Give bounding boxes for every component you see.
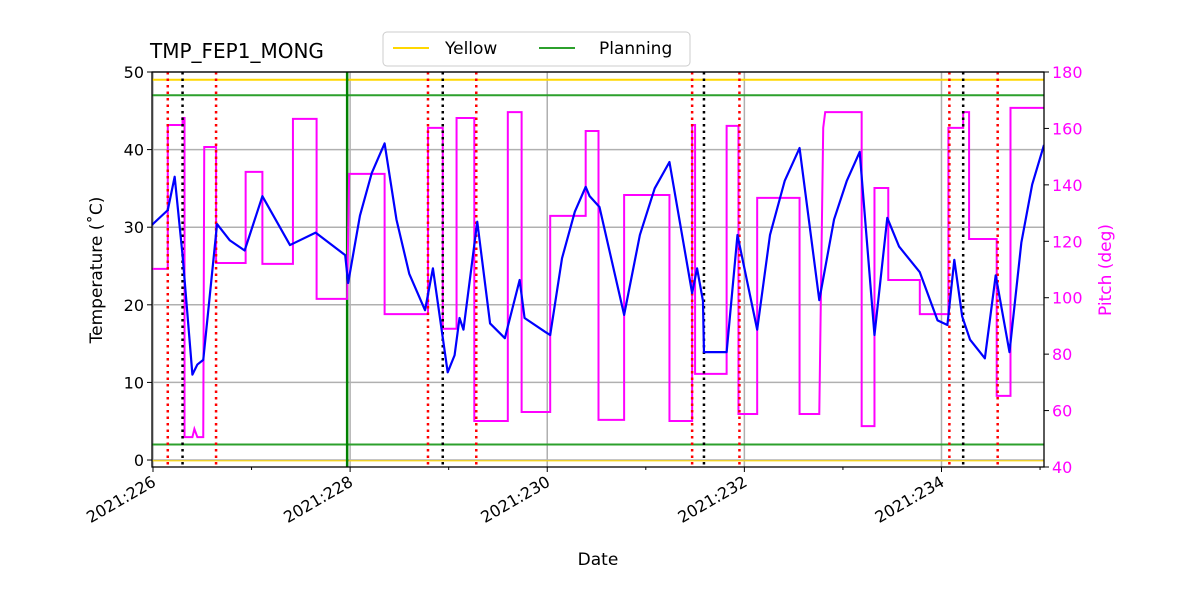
y-tick-label: 20 bbox=[124, 296, 144, 315]
pitch-series-line bbox=[152, 106, 1044, 439]
y-right-tick-label: 180 bbox=[1052, 63, 1083, 82]
y-tick-label: 10 bbox=[124, 373, 144, 392]
y-axis-label: Temperature (˚C) bbox=[86, 197, 107, 345]
chart-title: TMP_FEP1_MONG bbox=[149, 39, 324, 63]
y-tick-label: 30 bbox=[124, 218, 144, 237]
legend-label-yellow: Yellow bbox=[444, 39, 497, 59]
legend: Yellow Planning bbox=[382, 31, 691, 67]
y-right-tick-label: 160 bbox=[1052, 119, 1083, 138]
y-right-tick-label: 140 bbox=[1052, 176, 1083, 195]
y-right-tick-label: 80 bbox=[1052, 345, 1072, 364]
y-right-tick-label: 60 bbox=[1052, 402, 1072, 421]
plot-frame bbox=[151, 71, 1045, 468]
plot-lines bbox=[152, 72, 1044, 467]
y-tick-label: 0 bbox=[134, 451, 144, 470]
y-right-tick-label: 100 bbox=[1052, 289, 1083, 308]
temperature-series-line bbox=[152, 142, 1044, 376]
y-tick-label: 50 bbox=[124, 63, 144, 82]
y-right-tick-label: 120 bbox=[1052, 232, 1083, 251]
legend-label-planning: Planning bbox=[599, 39, 672, 59]
y-axis-right-label: Pitch (deg) bbox=[1096, 224, 1116, 316]
y-right-tick-label: 40 bbox=[1052, 458, 1072, 477]
y-tick-label: 40 bbox=[124, 141, 144, 160]
legend-box bbox=[382, 31, 691, 67]
x-axis-label: Date bbox=[578, 550, 619, 570]
